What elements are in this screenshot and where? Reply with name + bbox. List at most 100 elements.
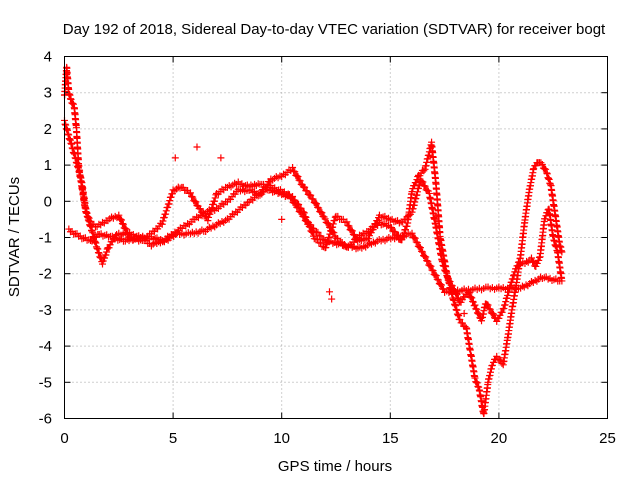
data-point [316, 239, 324, 247]
outlier-point [217, 154, 225, 162]
data-point [68, 99, 76, 107]
data-point [347, 226, 355, 234]
y-tick-label: -1 [39, 230, 52, 247]
outlier-point [278, 215, 286, 223]
data-point [512, 265, 520, 273]
data-point [192, 198, 200, 206]
data-point [211, 194, 219, 202]
data-points [61, 63, 566, 418]
data-point [535, 253, 543, 261]
data-point [96, 253, 104, 261]
data-point [416, 244, 424, 252]
data-point [294, 173, 302, 181]
data-point [314, 203, 322, 211]
data-point [535, 256, 543, 264]
data-point [428, 266, 436, 274]
data-point [426, 262, 434, 270]
outlier-point [495, 284, 503, 292]
data-point [538, 161, 546, 168]
data-point [285, 191, 293, 199]
data-point [69, 100, 77, 108]
data-point [94, 245, 102, 253]
data-point [556, 277, 564, 285]
data-point [448, 282, 456, 290]
data-point [292, 200, 300, 208]
data-point [423, 257, 431, 265]
data-point [204, 217, 212, 225]
data-point [102, 251, 110, 259]
data-point [84, 213, 92, 221]
x-tick-label: 15 [382, 430, 399, 447]
data-point [291, 168, 299, 176]
data-point [318, 209, 326, 217]
data-point [164, 203, 172, 211]
data-point [103, 248, 111, 256]
data-point [403, 222, 411, 230]
data-point [288, 195, 296, 203]
data-point [424, 257, 432, 265]
data-point [485, 305, 493, 313]
data-point [472, 378, 480, 386]
data-point [431, 271, 439, 279]
data-point [497, 356, 505, 364]
data-point [162, 207, 170, 215]
data-point [483, 300, 491, 308]
data-point [471, 374, 479, 382]
y-axis-label: SDTVAR / TECUs [6, 177, 23, 297]
data-point [209, 200, 217, 208]
data-point [99, 257, 107, 265]
data-point [299, 212, 307, 220]
data-point [484, 301, 492, 309]
data-point [411, 234, 419, 242]
data-point [162, 210, 170, 218]
data-point [532, 262, 540, 270]
data-point [295, 176, 303, 184]
data-point [89, 229, 97, 237]
data-point [413, 239, 421, 247]
data-point [473, 379, 481, 387]
data-point [119, 220, 127, 228]
data-point [442, 268, 450, 276]
data-point [441, 267, 449, 275]
data-point [84, 214, 92, 222]
data-point [189, 193, 197, 201]
data-point [472, 378, 480, 386]
data-point [550, 236, 558, 244]
data-point [166, 197, 174, 205]
data-point [549, 232, 557, 240]
x-tick-label: 20 [491, 430, 508, 447]
data-point [85, 214, 93, 222]
data-point [501, 301, 509, 309]
data-point [165, 200, 173, 208]
data-point [438, 285, 446, 293]
data-point [469, 297, 477, 305]
data-point [374, 217, 382, 225]
data-point [199, 209, 207, 217]
data-point [300, 213, 308, 221]
data-point [345, 222, 353, 230]
x-tick-label: 25 [599, 430, 616, 447]
outlier-point [460, 310, 468, 318]
data-point [122, 225, 130, 233]
outlier-point [193, 143, 201, 151]
data-point [432, 272, 440, 280]
data-point [473, 309, 481, 317]
chart-title: Day 192 of 2018, Sidereal Day-to-day VTE… [63, 21, 606, 38]
data-point [191, 197, 199, 205]
data-point [301, 217, 309, 225]
y-tick-label: -6 [39, 411, 52, 428]
data-point [296, 208, 304, 216]
data-point [208, 204, 216, 212]
data-point [105, 244, 113, 252]
data-point [206, 210, 214, 218]
data-point [541, 215, 549, 223]
data-point [415, 243, 423, 251]
data-point [314, 228, 322, 236]
y-tick-label: 1 [44, 157, 52, 174]
data-point [438, 258, 446, 266]
data-point [124, 229, 132, 237]
x-tick-label: 5 [169, 430, 177, 447]
data-point [348, 227, 356, 235]
data-point [550, 237, 558, 245]
y-tick-label: -2 [39, 266, 52, 283]
